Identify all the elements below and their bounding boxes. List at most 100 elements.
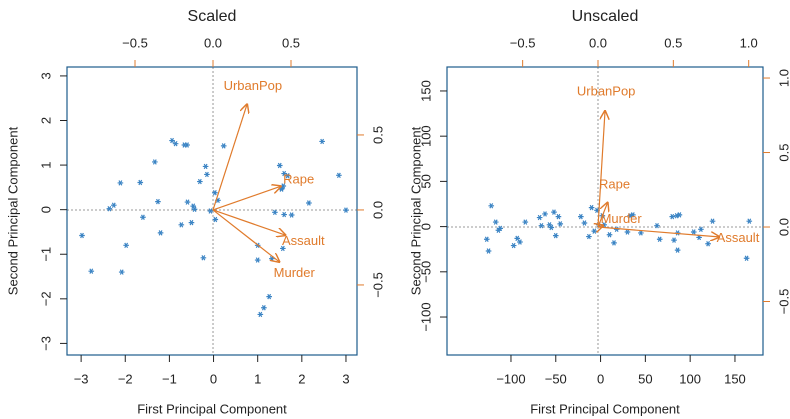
point [551, 209, 557, 215]
panel-title: Unscaled [572, 8, 639, 25]
point [656, 236, 663, 242]
point [152, 159, 158, 165]
point [586, 233, 592, 240]
point [178, 222, 185, 228]
x-tick-label: 1 [254, 371, 261, 386]
y-tick-label: 0 [418, 223, 433, 230]
point [483, 236, 490, 242]
y-tick-label: 0 [38, 206, 53, 213]
loading-label: Murder [601, 211, 643, 226]
point [522, 219, 529, 225]
x-tick-label: −100 [496, 371, 525, 386]
point [169, 137, 175, 144]
loading-label: Murder [274, 265, 316, 280]
panel-title: Scaled [188, 8, 237, 25]
point [191, 206, 198, 212]
point [79, 232, 85, 239]
y-tick-label: −50 [418, 261, 433, 283]
point [613, 226, 620, 233]
point [510, 242, 517, 249]
point [538, 222, 545, 229]
point [281, 211, 287, 218]
point [212, 189, 218, 196]
point [709, 218, 716, 224]
point [669, 213, 676, 220]
point [284, 173, 291, 179]
x-axis-label: First Principal Component [137, 401, 287, 416]
x-tick-label: −3 [74, 371, 89, 386]
x-tick-label: −1 [162, 371, 177, 386]
point [606, 232, 613, 238]
loading-label: Assault [717, 230, 760, 245]
point [743, 255, 750, 261]
y-tick-label: 1 [38, 161, 53, 168]
point [690, 229, 697, 235]
point [630, 212, 636, 218]
point [517, 239, 523, 245]
loading-label: Rape [599, 176, 630, 191]
y-tick-label: 100 [418, 125, 433, 147]
point [197, 178, 203, 185]
point [110, 202, 117, 208]
point [184, 199, 191, 205]
y2-tick-label: −0.5 [776, 289, 790, 315]
y2-tick-label: 0.5 [370, 126, 385, 144]
point [674, 247, 681, 253]
y-tick-label: −1 [38, 247, 53, 262]
y-tick-label: 2 [38, 117, 53, 124]
y-axis-label: Second Principal Component [408, 126, 423, 295]
point [200, 255, 207, 261]
x2-tick-label: 0.5 [664, 35, 682, 50]
loading-arrow [212, 186, 282, 211]
point [257, 311, 264, 318]
y2-tick-label: 0.0 [776, 218, 790, 236]
point [654, 222, 660, 229]
point [492, 219, 499, 225]
point [280, 245, 286, 252]
point [254, 257, 261, 263]
loading-label: Rape [283, 171, 314, 186]
x-tick-label: 2 [298, 371, 305, 386]
point [578, 213, 584, 220]
point [591, 228, 598, 234]
point [117, 180, 124, 186]
point [548, 224, 555, 231]
point [88, 268, 95, 274]
point [746, 218, 753, 224]
x-tick-label: 100 [679, 371, 701, 386]
point [106, 206, 113, 212]
x-tick-label: 0 [210, 371, 217, 386]
x2-tick-label: 0.0 [204, 35, 222, 50]
plot-frame [66, 66, 358, 356]
point [698, 226, 704, 233]
point [485, 248, 492, 254]
point [611, 240, 617, 246]
point [319, 138, 325, 145]
x2-tick-label: 0.5 [282, 35, 300, 50]
point [552, 232, 559, 239]
y-tick-label: −3 [38, 336, 53, 351]
point [671, 237, 677, 243]
y-tick-label: 150 [418, 80, 433, 102]
x-tick-label: 150 [724, 371, 746, 386]
x-tick-label: 50 [638, 371, 652, 386]
loading-label: UrbanPop [577, 84, 636, 99]
point [497, 225, 504, 232]
point [137, 179, 144, 186]
x2-tick-label: 1.0 [740, 35, 758, 50]
x2-tick-label: −0.5 [122, 35, 148, 50]
x-tick-label: −50 [545, 371, 567, 386]
y-tick-label: −100 [418, 302, 433, 331]
point [157, 230, 164, 236]
point [188, 219, 195, 226]
point [676, 212, 683, 218]
point [123, 242, 129, 249]
y2-tick-label: 0.0 [370, 201, 385, 219]
point [638, 230, 644, 236]
point [306, 200, 312, 206]
point [555, 213, 562, 220]
x2-tick-label: 0.0 [589, 35, 607, 50]
point [207, 208, 214, 214]
